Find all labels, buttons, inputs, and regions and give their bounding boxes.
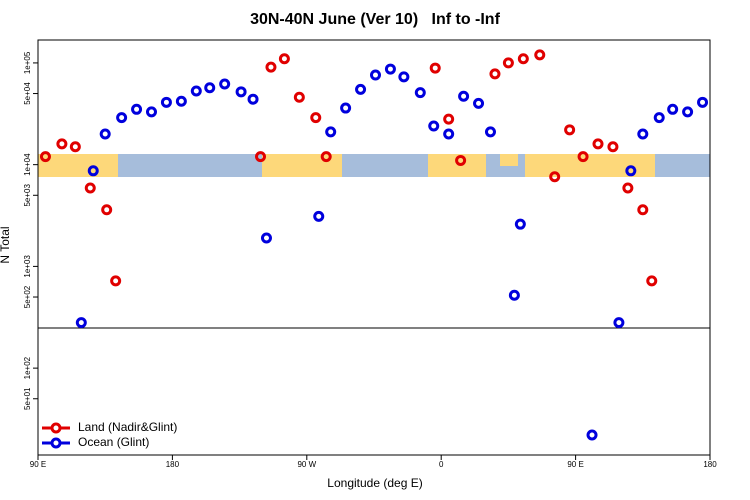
point (219, 78, 231, 90)
x-tick-label: 180 (166, 460, 180, 469)
land-band (500, 154, 518, 166)
point (369, 69, 381, 81)
point (577, 151, 589, 163)
point (564, 124, 576, 136)
map-strip (38, 154, 710, 177)
point (260, 232, 272, 244)
point (313, 210, 325, 222)
point (235, 86, 247, 98)
point (110, 275, 122, 287)
plot-frame (37, 39, 711, 456)
point (355, 83, 367, 95)
point (99, 128, 111, 140)
point (84, 182, 96, 194)
point (75, 317, 87, 329)
x-tick-label: 90 E (567, 460, 583, 469)
x-tick-label: 90 E (30, 460, 46, 469)
point (517, 53, 529, 65)
point (56, 138, 68, 150)
point (293, 91, 305, 103)
y-tick-label: 1e+02 (23, 356, 32, 379)
point (502, 57, 514, 69)
point (398, 71, 410, 83)
point (384, 63, 396, 75)
y-tick-label: 1e+03 (23, 255, 32, 278)
point (622, 182, 634, 194)
point (87, 165, 99, 177)
point (310, 112, 322, 124)
land-band (525, 154, 655, 177)
y-tick-label: 5e+04 (23, 82, 32, 105)
point (255, 151, 267, 163)
legend-marker (50, 437, 62, 449)
point (455, 154, 467, 166)
legend-marker (50, 422, 62, 434)
point (325, 126, 337, 138)
y-axis-label: N Total (0, 226, 12, 263)
point (131, 103, 143, 115)
point (175, 95, 187, 107)
point (429, 62, 441, 74)
y-tick-label: 1e+04 (23, 153, 32, 176)
point (682, 106, 694, 118)
point (697, 96, 709, 108)
point (549, 171, 561, 183)
point (653, 112, 665, 124)
point (646, 275, 658, 287)
y-tick-label: 5e+03 (23, 183, 32, 206)
point (484, 126, 496, 138)
point (667, 103, 679, 115)
land-band (428, 154, 486, 177)
point (204, 82, 216, 94)
x-tick-label: 180 (703, 460, 717, 469)
point (247, 93, 259, 105)
point (278, 53, 290, 65)
point (489, 68, 501, 80)
point (592, 138, 604, 150)
x-axis-label: Longitude (deg E) (327, 476, 422, 490)
chart-title: 30N-40N June (Ver 10) Inf to -Inf (250, 11, 501, 28)
point (637, 204, 649, 216)
point (116, 112, 128, 124)
point (637, 128, 649, 140)
point (160, 96, 172, 108)
point (586, 429, 598, 441)
point (69, 141, 81, 153)
point (508, 289, 520, 301)
point (534, 49, 546, 61)
point (340, 102, 352, 114)
y-tick-label: 5e+01 (23, 387, 32, 410)
y-tick-label: 1e+05 (23, 51, 32, 74)
point (414, 87, 426, 99)
point (145, 106, 157, 118)
x-tick-label: 90 W (297, 460, 316, 469)
point (190, 85, 202, 97)
legend-label: Ocean (Glint) (78, 435, 149, 449)
x-tick-label: 0 (439, 460, 444, 469)
point (443, 128, 455, 140)
point (320, 151, 332, 163)
point (514, 218, 526, 230)
point (473, 97, 485, 109)
point (101, 204, 113, 216)
point (607, 141, 619, 153)
point (428, 120, 440, 132)
y-tick-label: 5e+02 (23, 285, 32, 308)
point (443, 113, 455, 125)
point (265, 61, 277, 73)
legend-label: Land (Nadir&Glint) (78, 420, 177, 434)
point (39, 151, 51, 163)
point (625, 165, 637, 177)
point (458, 90, 470, 102)
point (613, 317, 625, 329)
